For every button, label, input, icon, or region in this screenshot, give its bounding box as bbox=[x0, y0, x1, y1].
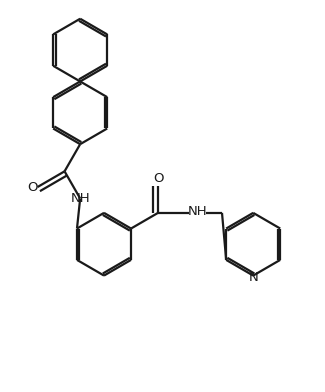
Text: N: N bbox=[248, 271, 258, 284]
Text: NH: NH bbox=[70, 192, 90, 205]
Text: O: O bbox=[27, 180, 38, 194]
Text: O: O bbox=[153, 172, 163, 185]
Text: NH: NH bbox=[188, 205, 208, 218]
